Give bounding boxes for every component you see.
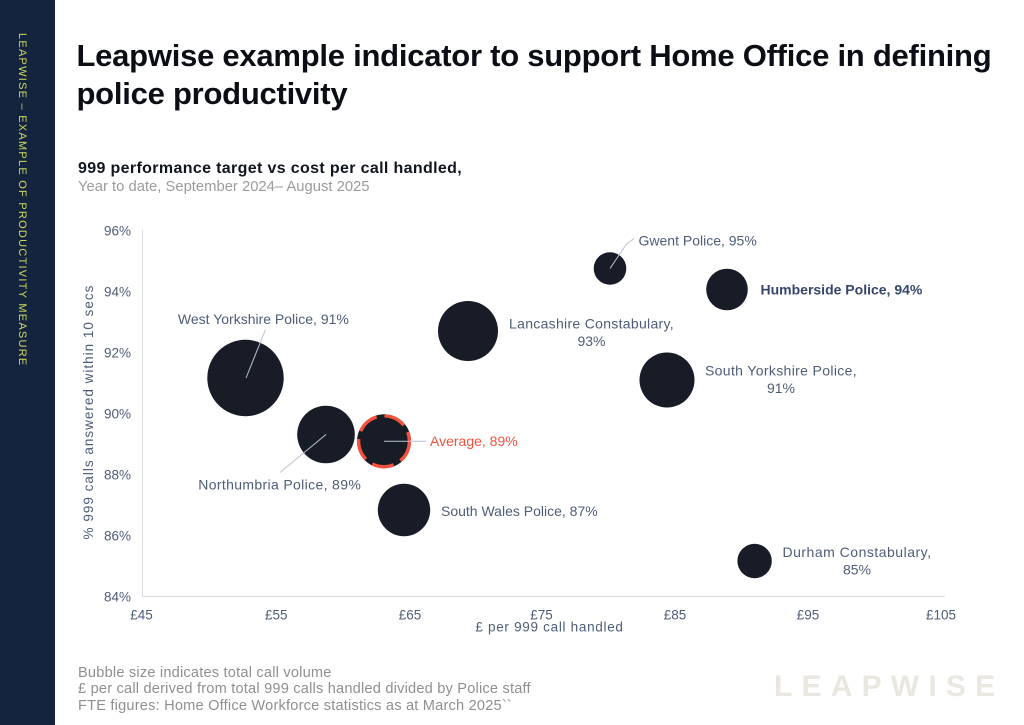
svg-text:85%: 85%: [843, 562, 871, 578]
svg-text:Average, 89%: Average, 89%: [430, 433, 518, 449]
svg-text:West Yorkshire Police, 91%: West Yorkshire Police, 91%: [178, 311, 349, 327]
svg-text:86%: 86%: [104, 529, 131, 544]
svg-text:£105: £105: [926, 608, 956, 623]
svg-text:84%: 84%: [104, 590, 131, 605]
svg-text:South Yorkshire Police,: South Yorkshire Police,: [705, 363, 857, 379]
svg-text:£55: £55: [265, 608, 288, 623]
svg-text:% 999 calls answered within 10: % 999 calls answered within 10 secs: [81, 285, 96, 540]
svg-text:£85: £85: [664, 608, 687, 623]
svg-text:Northumbria Police, 89%: Northumbria Police, 89%: [198, 476, 361, 492]
svg-text:£75: £75: [530, 608, 553, 623]
svg-text:Durham Constabulary,: Durham Constabulary,: [782, 544, 931, 560]
svg-text:£95: £95: [797, 608, 820, 623]
svg-text:£45: £45: [130, 608, 153, 623]
svg-text:91%: 91%: [767, 380, 795, 396]
svg-text:£ per 999 call handled: £ per 999 call handled: [475, 620, 623, 635]
svg-text:Lancashire Constabulary,: Lancashire Constabulary,: [509, 316, 674, 332]
svg-text:90%: 90%: [104, 407, 131, 422]
svg-text:93%: 93%: [577, 333, 605, 349]
svg-text:96%: 96%: [104, 224, 131, 239]
svg-text:South Wales Police, 87%: South Wales Police, 87%: [441, 503, 598, 519]
svg-text:Gwent Police, 95%: Gwent Police, 95%: [639, 233, 757, 249]
svg-text:88%: 88%: [104, 468, 131, 483]
svg-text:94%: 94%: [104, 285, 131, 300]
svg-text:92%: 92%: [104, 346, 131, 361]
svg-text:£65: £65: [399, 608, 422, 623]
svg-text:Humberside Police, 94%: Humberside Police, 94%: [761, 281, 923, 297]
